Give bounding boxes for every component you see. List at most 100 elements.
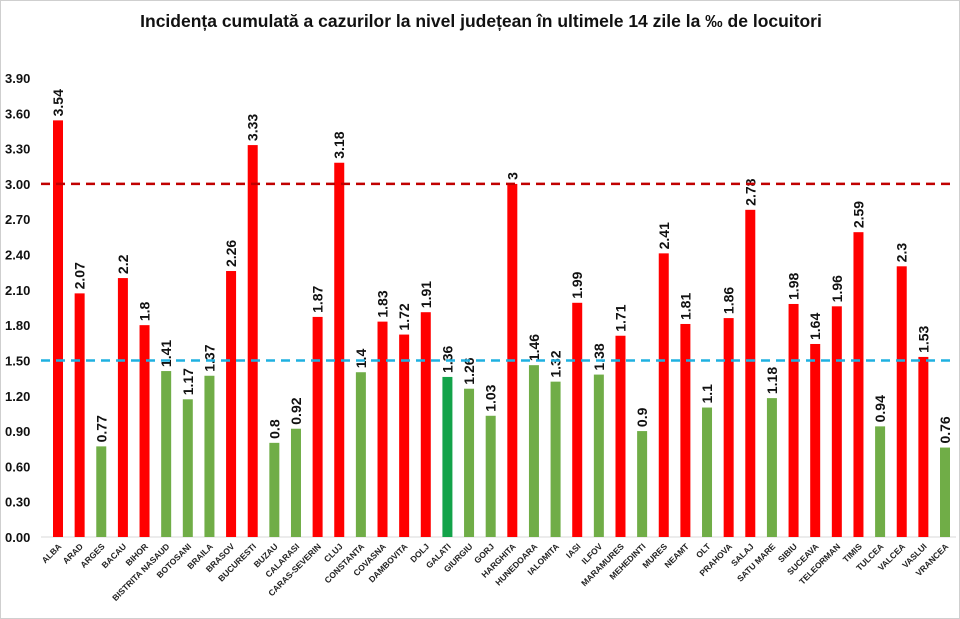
- y-tick-label: 0.90: [5, 424, 30, 439]
- y-tick-label: 0.00: [5, 530, 30, 545]
- data-label: 2.26: [223, 240, 239, 267]
- bar: [723, 318, 734, 537]
- x-tick-label: NEAMT: [662, 541, 691, 570]
- bar: [247, 145, 258, 538]
- data-label: 2.78: [742, 178, 758, 205]
- bar: [918, 356, 929, 537]
- x-tick-label: IASI: [564, 541, 583, 560]
- bar: [766, 398, 777, 537]
- bar: [637, 431, 648, 537]
- y-tick-label: 0.30: [5, 495, 30, 510]
- data-label: 1.99: [569, 271, 585, 298]
- data-label: 2.59: [850, 201, 866, 228]
- data-label: 1.26: [461, 357, 477, 384]
- bar: [334, 162, 345, 537]
- data-label: 3.18: [331, 131, 347, 158]
- y-tick-label: 2.10: [5, 283, 30, 298]
- y-tick-label: 0.60: [5, 459, 30, 474]
- x-tick-label: ALBA: [40, 541, 64, 565]
- bar: [290, 428, 301, 537]
- data-label: 1.72: [396, 303, 412, 330]
- bar: [658, 253, 669, 537]
- bar: [355, 372, 366, 537]
- bar: [312, 316, 323, 537]
- data-label: 0.92: [288, 397, 304, 424]
- bar: [464, 388, 475, 537]
- bar: [74, 293, 85, 537]
- y-tick-label: 1.80: [5, 318, 30, 333]
- data-label: 1.83: [375, 290, 391, 317]
- bar: [896, 266, 907, 537]
- bar: [831, 306, 842, 537]
- data-label: 1.36: [439, 345, 455, 372]
- bar: [269, 442, 280, 537]
- data-label: 1.37: [201, 344, 217, 371]
- y-tick-label: 3.00: [5, 177, 30, 192]
- data-label: 1.46: [526, 334, 542, 361]
- data-label: 2.07: [72, 262, 88, 289]
- bar: [96, 446, 107, 537]
- bar: [853, 232, 864, 537]
- bar: [117, 278, 128, 537]
- bar: [226, 271, 237, 537]
- data-label: 1.64: [807, 313, 823, 340]
- data-label: 3: [504, 172, 520, 180]
- bar: [528, 365, 539, 537]
- bar: [875, 426, 886, 537]
- data-label: 2.41: [656, 222, 672, 249]
- y-tick-label: 1.50: [5, 353, 30, 368]
- data-label: 0.94: [872, 395, 888, 422]
- data-label: 3.33: [245, 114, 261, 141]
- bar: [593, 374, 604, 537]
- y-tick-label: 2.70: [5, 212, 30, 227]
- data-label: 1.53: [915, 325, 931, 352]
- bar: [680, 323, 691, 537]
- data-label: 1.03: [483, 384, 499, 411]
- bar: [485, 415, 496, 537]
- bar: [788, 303, 799, 537]
- bar: [442, 376, 453, 537]
- bar: [550, 381, 561, 537]
- data-label: 1.96: [829, 275, 845, 302]
- data-label: 1.32: [548, 350, 564, 377]
- y-tick-label: 3.60: [5, 106, 30, 121]
- data-label: 1.71: [612, 304, 628, 331]
- data-label: 1.4: [353, 349, 369, 369]
- data-label: 2.3: [894, 243, 910, 263]
- y-tick-label: 2.40: [5, 248, 30, 263]
- data-label: 1.91: [418, 281, 434, 308]
- y-tick-label: 1.20: [5, 389, 30, 404]
- data-label: 1.17: [180, 368, 196, 395]
- data-label: 2.2: [115, 254, 131, 274]
- data-label: 3.54: [50, 89, 66, 116]
- chart-title: Incidența cumulată a cazurilor la nivel …: [140, 11, 822, 31]
- bar: [399, 334, 410, 537]
- data-label: 1.86: [721, 287, 737, 314]
- bar: [702, 407, 713, 537]
- y-tick-label: 3.30: [5, 142, 30, 157]
- bar: [139, 325, 150, 537]
- data-label: 1.8: [137, 301, 153, 321]
- bar: [161, 371, 172, 537]
- data-label: 0.8: [266, 419, 282, 439]
- bar: [420, 312, 431, 537]
- bar: [572, 302, 583, 537]
- data-label: 0.77: [93, 415, 109, 442]
- data-label: 1.18: [764, 367, 780, 394]
- bar: [940, 447, 950, 537]
- bar: [745, 209, 756, 538]
- data-label: 1.1: [699, 384, 715, 404]
- data-label: 1.87: [310, 285, 326, 312]
- bar: [204, 375, 215, 537]
- y-tick-label: 3.90: [5, 71, 30, 86]
- data-label: 1.41: [158, 340, 174, 367]
- data-label: 1.98: [786, 273, 802, 300]
- data-label: 1.38: [591, 343, 607, 370]
- data-label: 0.9: [634, 407, 650, 427]
- bar: [53, 120, 63, 537]
- bar: [182, 399, 193, 537]
- bar: [615, 335, 626, 537]
- bar: [377, 321, 388, 537]
